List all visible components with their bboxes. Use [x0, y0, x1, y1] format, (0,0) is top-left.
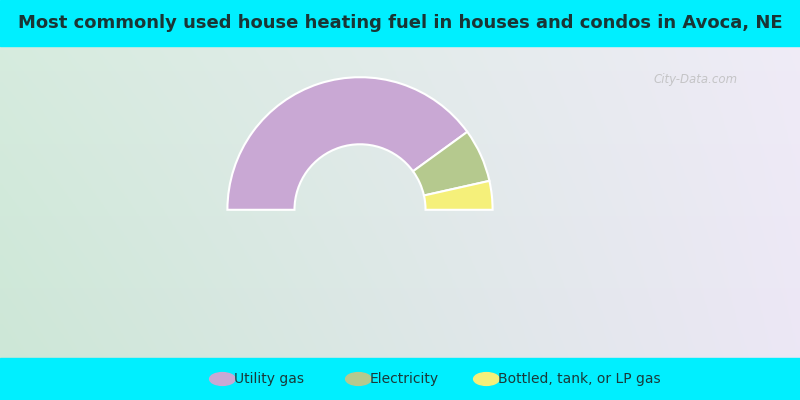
Bar: [0, 0, 800, 46]
Text: Utility gas: Utility gas: [234, 372, 304, 386]
Circle shape: [210, 373, 235, 386]
Wedge shape: [227, 77, 467, 210]
Bar: [0, 358, 800, 400]
Circle shape: [346, 373, 371, 386]
Text: City-Data.com: City-Data.com: [654, 74, 738, 86]
Wedge shape: [413, 132, 490, 196]
Text: Electricity: Electricity: [370, 372, 438, 386]
Wedge shape: [424, 181, 493, 210]
Text: Bottled, tank, or LP gas: Bottled, tank, or LP gas: [498, 372, 660, 386]
Circle shape: [474, 373, 499, 386]
Text: Most commonly used house heating fuel in houses and condos in Avoca, NE: Most commonly used house heating fuel in…: [18, 14, 782, 32]
